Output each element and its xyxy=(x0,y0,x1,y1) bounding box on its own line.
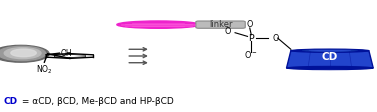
Text: CD: CD xyxy=(4,97,18,106)
Ellipse shape xyxy=(287,66,373,70)
Text: O: O xyxy=(272,34,278,43)
Text: = αCD, βCD, Me-βCD and HP-βCD: = αCD, βCD, Me-βCD and HP-βCD xyxy=(19,97,173,106)
Text: CD: CD xyxy=(322,52,338,62)
Text: O$^-$: O$^-$ xyxy=(244,49,258,60)
Text: O: O xyxy=(247,20,253,29)
Text: NO$_2$: NO$_2$ xyxy=(36,63,53,76)
Ellipse shape xyxy=(117,21,200,28)
Text: linker: linker xyxy=(209,20,232,29)
Circle shape xyxy=(4,48,41,59)
Text: OH: OH xyxy=(60,49,72,58)
Text: P: P xyxy=(248,34,254,43)
FancyBboxPatch shape xyxy=(196,21,245,28)
Polygon shape xyxy=(287,51,373,68)
Circle shape xyxy=(0,46,46,61)
Ellipse shape xyxy=(308,50,351,52)
Circle shape xyxy=(0,45,49,62)
Ellipse shape xyxy=(302,50,358,52)
Ellipse shape xyxy=(291,49,369,52)
Circle shape xyxy=(11,49,36,57)
Text: O: O xyxy=(224,27,230,36)
